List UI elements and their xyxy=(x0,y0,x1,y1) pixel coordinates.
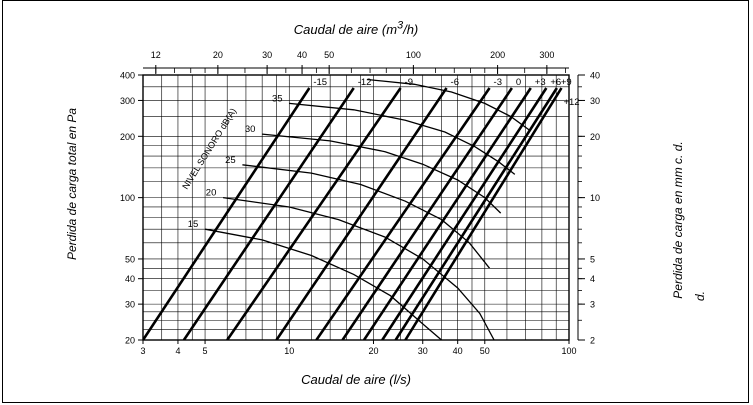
y-tick-label: 30 xyxy=(125,300,135,310)
x-axis-title: Caudal de aire (l/s) xyxy=(301,372,411,387)
x2-tick-label: 100 xyxy=(406,50,421,60)
y2-tick-label: 10 xyxy=(590,193,600,203)
x2-tick-label: 20 xyxy=(213,50,223,60)
noise-level-label: NIVEL SONORO dB(A) xyxy=(180,106,238,191)
pressure-label--15: -15 xyxy=(313,77,327,88)
x-tick-label: 4 xyxy=(175,346,180,356)
y-tick-label: 40 xyxy=(125,274,135,284)
y-tick-label: 200 xyxy=(120,132,135,142)
pressure-line-+3 xyxy=(362,87,532,340)
noise-curve-25 xyxy=(242,164,491,269)
x2-tick-label: 50 xyxy=(324,50,334,60)
x2-tick-label: 200 xyxy=(490,50,505,60)
x2-tick-label: 40 xyxy=(297,50,307,60)
pressure-label-+9: +9 xyxy=(561,77,572,88)
noise-curve-30 xyxy=(262,133,502,214)
noise-curve-40 xyxy=(367,78,530,131)
y2-tick-label: 5 xyxy=(590,254,595,264)
noise-curve-15 xyxy=(204,228,442,340)
y2-tick-label: 20 xyxy=(590,132,600,142)
top-axis-title-text: Caudal de aire (m3/h) xyxy=(293,20,419,38)
y2-tick-label: 4 xyxy=(590,274,595,284)
pressure-line--6 xyxy=(275,87,448,340)
y2-tick-label: 40 xyxy=(590,71,600,81)
y-tick-label: 300 xyxy=(120,96,135,106)
y-tick-label: 50 xyxy=(125,254,135,264)
pressure-line-0 xyxy=(341,87,513,340)
noise-label-25: 25 xyxy=(225,155,236,166)
pressure-line-+6 xyxy=(381,87,548,340)
noise-label-30: 30 xyxy=(245,124,256,135)
pressure-label--6: -6 xyxy=(451,77,459,88)
x2-tick-label: 30 xyxy=(262,50,272,60)
x-tick-label: 50 xyxy=(480,346,490,356)
pressure-label--12: -12 xyxy=(358,77,372,88)
y2-tick-label: 2 xyxy=(590,336,595,346)
x-tick-label: 30 xyxy=(418,346,428,356)
pressure-label-+12: +12 xyxy=(563,97,579,108)
x2-tick-label: 300 xyxy=(539,50,554,60)
pressure-label--9: -9 xyxy=(405,77,413,88)
top-axis-title: Caudal de aire (m3/h) xyxy=(143,20,569,37)
pressure-label--3: -3 xyxy=(494,77,502,88)
pressure-line--12 xyxy=(182,87,355,340)
y2-tick-label: 30 xyxy=(590,96,600,106)
x-tick-label: 40 xyxy=(453,346,463,356)
noise-label-35: 35 xyxy=(272,93,283,104)
pressure-line--15 xyxy=(143,87,311,340)
pressure-line--3 xyxy=(315,87,491,340)
pressure-label-+6: +6 xyxy=(550,77,561,88)
x-tick-label: 20 xyxy=(368,346,378,356)
y2-tick-label: 3 xyxy=(590,300,595,310)
x-tick-label: 100 xyxy=(561,346,576,356)
pressure-line-+12 xyxy=(404,87,563,340)
plot-border xyxy=(142,74,570,341)
x2-tick-label: 12 xyxy=(151,50,161,60)
y-tick-label: 20 xyxy=(125,336,135,346)
noise-label-20: 20 xyxy=(206,188,217,199)
noise-label-15: 15 xyxy=(188,219,199,230)
y-tick-label: 100 xyxy=(120,193,135,203)
x-tick-label: 3 xyxy=(140,346,145,356)
x-tick-label: 5 xyxy=(203,346,208,356)
pressure-label-+3: +3 xyxy=(535,77,546,88)
y-tick-label: 400 xyxy=(120,71,135,81)
pressure-line--9 xyxy=(226,87,402,340)
pressure-line-+9 xyxy=(394,87,558,340)
x-tick-label: 10 xyxy=(284,346,294,356)
pressure-label-0: 0 xyxy=(516,77,521,88)
